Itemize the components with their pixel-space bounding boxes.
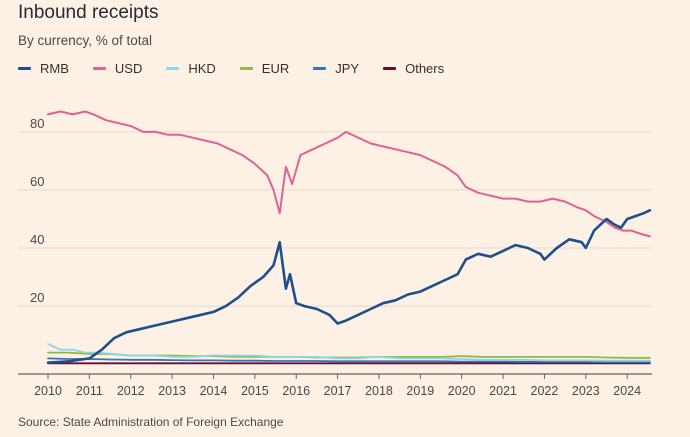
x-tick-label: 2024 bbox=[613, 384, 641, 398]
x-tick-label: 2019 bbox=[406, 384, 434, 398]
y-tick-label: 20 bbox=[30, 290, 44, 305]
chart-title: Inbound receipts bbox=[18, 2, 159, 23]
series-line-usd bbox=[47, 110, 651, 238]
x-tick-label: 2018 bbox=[365, 384, 393, 398]
legend: RMB USD HKD EUR JPY Others bbox=[18, 61, 468, 76]
x-tick-label: 2021 bbox=[489, 384, 517, 398]
legend-swatch bbox=[92, 67, 106, 70]
x-tick-label: 2017 bbox=[324, 384, 352, 398]
legend-label: Others bbox=[405, 61, 445, 76]
series-line-rmb bbox=[46, 209, 652, 364]
legend-item-hkd: HKD bbox=[166, 61, 216, 76]
legend-label: HKD bbox=[188, 61, 216, 76]
legend-swatch bbox=[239, 67, 253, 70]
legend-swatch bbox=[18, 67, 31, 70]
x-tick-label: 2011 bbox=[76, 384, 103, 398]
legend-label: USD bbox=[114, 61, 143, 76]
legend-item-others: Others bbox=[383, 61, 444, 76]
x-tick-label: 2012 bbox=[117, 384, 145, 398]
x-tick-label: 2023 bbox=[572, 384, 600, 398]
x-tick-label: 2022 bbox=[531, 384, 559, 398]
x-tick-label: 2020 bbox=[448, 384, 476, 398]
legend-label: EUR bbox=[261, 61, 290, 76]
legend-swatch bbox=[313, 67, 327, 70]
x-tick-label: 2013 bbox=[158, 384, 186, 398]
legend-swatch bbox=[166, 67, 180, 70]
legend-swatch bbox=[383, 67, 397, 70]
y-tick-label: 60 bbox=[30, 174, 44, 189]
legend-label: RMB bbox=[40, 61, 69, 76]
x-tick-label: 2014 bbox=[200, 384, 228, 398]
chart-subtitle: By currency, % of total bbox=[18, 33, 153, 48]
legend-item-eur: EUR bbox=[239, 61, 290, 76]
x-tick-label: 2016 bbox=[282, 384, 310, 398]
y-tick-label: 80 bbox=[30, 116, 44, 131]
legend-label: JPY bbox=[335, 61, 360, 76]
y-tick-label: 40 bbox=[30, 232, 44, 247]
x-tick-label: 2015 bbox=[241, 384, 269, 398]
legend-item-rmb: RMB bbox=[18, 61, 69, 76]
legend-item-usd: USD bbox=[92, 61, 143, 76]
x-tick-label: 2010 bbox=[34, 384, 62, 398]
source-note: Source: State Administration of Foreign … bbox=[18, 415, 284, 429]
legend-item-jpy: JPY bbox=[313, 61, 359, 76]
series-line-hkd bbox=[47, 343, 651, 362]
series-line-jpy bbox=[47, 357, 651, 364]
